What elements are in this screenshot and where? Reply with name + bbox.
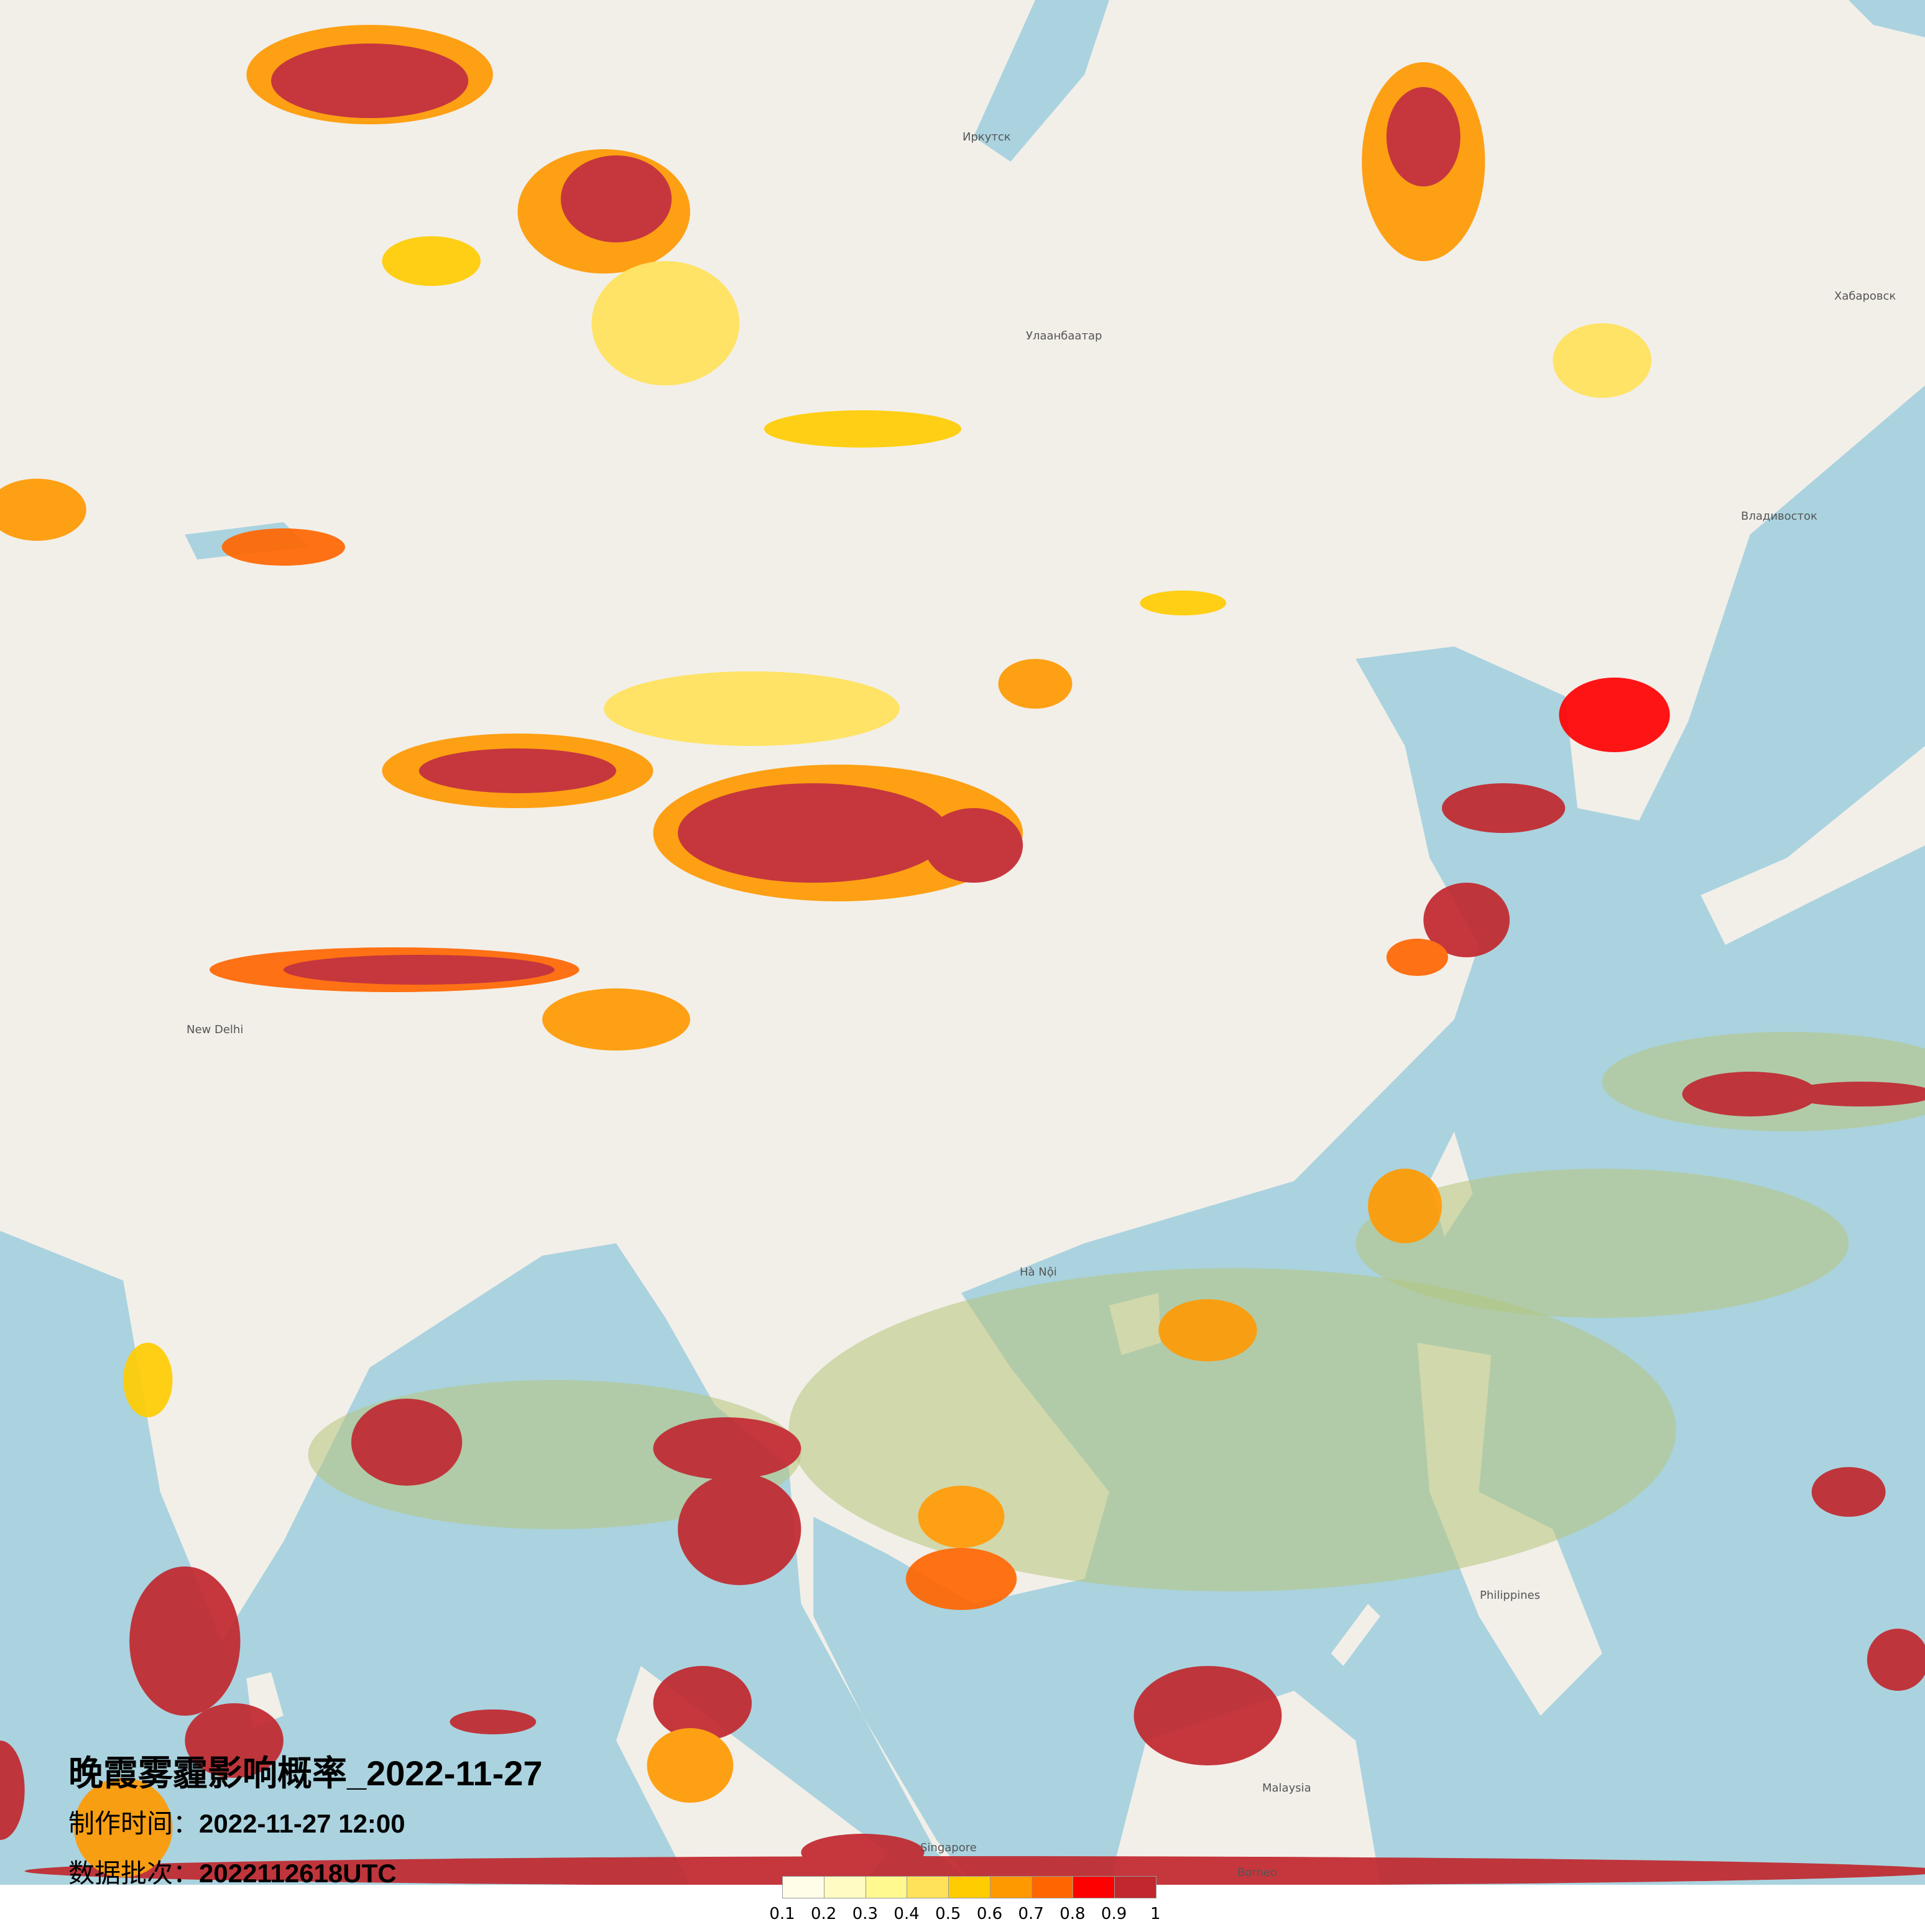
- probability-area: [1355, 1169, 1849, 1318]
- data-batch: 数据批次：2022112618UTC: [68, 1852, 397, 1890]
- japan: [1701, 746, 1925, 945]
- probability-area: [788, 1268, 1676, 1591]
- probability-area: [678, 1473, 801, 1585]
- map-label: Улаанбаатар: [1026, 329, 1102, 343]
- legend-ticks: 0.1 0.2 0.3 0.4 0.5 0.6 0.7 0.8 0.9 1: [769, 1905, 1168, 1930]
- probability-area: [1133, 1666, 1282, 1765]
- production-time-value: 2022-11-27 12:00: [199, 1809, 405, 1838]
- probability-area: [271, 44, 469, 118]
- probability-area: [678, 783, 949, 883]
- legend-tick-label: 0.5: [935, 1905, 961, 1923]
- probability-area: [25, 1856, 1925, 1885]
- probability-area: [1553, 323, 1651, 398]
- legend-swatch: [824, 1877, 866, 1898]
- probability-area: [918, 1486, 1005, 1548]
- probability-area: [647, 1728, 734, 1803]
- probability-overlay: [0, 25, 1925, 1885]
- probability-area: [542, 988, 690, 1051]
- production-time: 制作时间：2022-11-27 12:00: [68, 1803, 405, 1841]
- probability-area: [924, 808, 1023, 883]
- probability-area: [283, 955, 555, 985]
- legend-swatch: [949, 1877, 990, 1898]
- map-label: Borneo: [1237, 1866, 1277, 1879]
- probability-area: [129, 1566, 241, 1716]
- map-label: Malaysia: [1262, 1782, 1311, 1795]
- map-title: 晚霞雾霾影响概率_2022-11-27: [68, 1754, 543, 1793]
- probability-area: [1867, 1629, 1925, 1691]
- probability-area: [604, 671, 900, 746]
- map-canvas: [0, 0, 1925, 1885]
- probability-area: [1811, 1467, 1886, 1517]
- probability-area: [905, 1548, 1017, 1610]
- probability-area: [1386, 939, 1448, 976]
- probability-area: [1140, 591, 1227, 615]
- production-time-label: 制作时间：: [68, 1809, 200, 1838]
- probability-area: [1386, 87, 1461, 186]
- probability-area: [418, 748, 617, 793]
- probability-area: [382, 236, 481, 286]
- map-label: Иркутск: [962, 131, 1011, 144]
- probability-area: [73, 1778, 173, 1877]
- palawan: [1331, 1604, 1380, 1666]
- legend-tick-label: 0.7: [1018, 1905, 1044, 1923]
- probability-area: [591, 261, 740, 385]
- probability-area: [1559, 678, 1670, 752]
- probability-area: [1682, 1072, 1818, 1116]
- legend-swatch: [1073, 1877, 1115, 1898]
- probability-area: [1787, 1082, 1925, 1106]
- legend-tick-label: 0.6: [976, 1905, 1003, 1923]
- color-legend: [782, 1876, 1156, 1898]
- legend-tick-label: 1: [1150, 1905, 1161, 1923]
- probability-area: [1423, 883, 1510, 957]
- legend-tick-label: 0.8: [1059, 1905, 1086, 1923]
- legend-tick-label: 0.4: [893, 1905, 920, 1923]
- probability-area: [1442, 783, 1566, 833]
- legend-swatch: [990, 1877, 1032, 1898]
- legend-swatch: [907, 1877, 949, 1898]
- probability-area: [0, 1741, 25, 1840]
- map-label: Philippines: [1480, 1589, 1540, 1602]
- map-label: Хабаровск: [1834, 290, 1896, 303]
- legend-tick-label: 0.3: [852, 1905, 879, 1923]
- pacific-ocean: [813, 385, 1925, 1885]
- probability-area: [560, 155, 672, 242]
- legend-swatch: [1032, 1877, 1074, 1898]
- legend-swatch: [783, 1877, 824, 1898]
- lake-baikal: [973, 0, 1109, 162]
- legend-tick-label: 0.2: [811, 1905, 837, 1923]
- legend-tick-label: 0.9: [1101, 1905, 1127, 1923]
- data-batch-value: 2022112618UTC: [199, 1859, 397, 1888]
- probability-area: [1158, 1299, 1257, 1361]
- legend-tick-label: 0.1: [769, 1905, 795, 1923]
- map-label: Singapore: [920, 1841, 977, 1854]
- map-label: New Delhi: [187, 1023, 244, 1036]
- probability-area: [123, 1343, 173, 1417]
- probability-area: [450, 1709, 537, 1734]
- data-batch-label: 数据批次：: [68, 1859, 200, 1888]
- map-label: Hà Nội: [1020, 1266, 1057, 1279]
- probability-area: [185, 1703, 284, 1778]
- probability-area: [0, 479, 86, 541]
- sea-of-okhotsk: [1849, 0, 1925, 37]
- probability-area: [764, 410, 962, 448]
- probability-area: [998, 659, 1073, 709]
- probability-area: [351, 1399, 463, 1486]
- probability-area: [221, 528, 345, 566]
- legend-swatch: [1115, 1877, 1156, 1898]
- probability-area: [653, 1666, 752, 1741]
- map-label: Владивосток: [1741, 510, 1817, 523]
- probability-area: [653, 1417, 801, 1479]
- probability-area: [1368, 1169, 1443, 1243]
- legend-swatch: [866, 1877, 908, 1898]
